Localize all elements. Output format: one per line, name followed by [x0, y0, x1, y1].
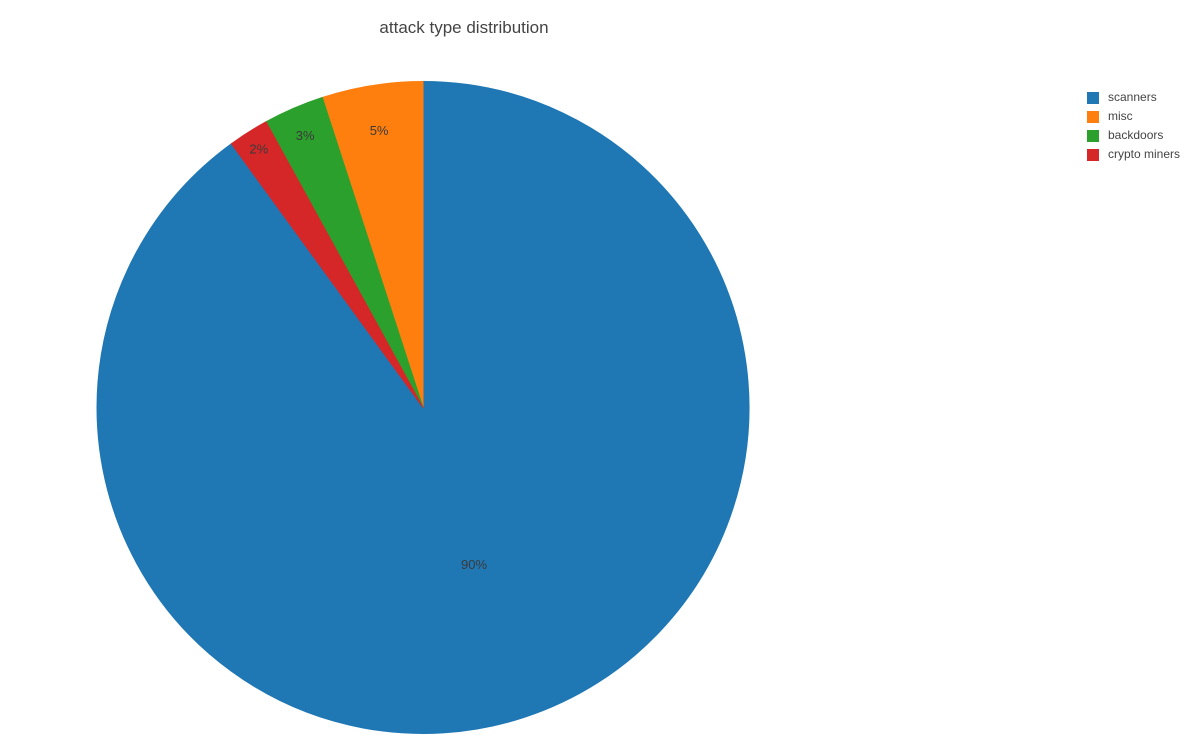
pie-slice-crypto-miners: [230, 121, 424, 408]
slice-percent-label-crypto-miners: 2%: [249, 141, 268, 156]
legend-label-backdoors: backdoors: [1108, 128, 1164, 142]
legend-swatch-icon-crypto-miners: [1087, 148, 1099, 161]
legend-swatch-icon-backdoors: [1087, 129, 1099, 142]
slice-percent-label-misc: 5%: [370, 123, 389, 138]
legend-label-misc: misc: [1108, 109, 1133, 123]
legend: scanners misc backdoors crypto miners: [1087, 88, 1180, 164]
legend-swatch-icon-scanners: [1087, 91, 1099, 104]
legend-item-crypto-miners[interactable]: crypto miners: [1087, 145, 1180, 164]
legend-item-misc[interactable]: misc: [1087, 107, 1180, 126]
legend-item-scanners[interactable]: scanners: [1087, 88, 1180, 107]
slice-percent-label-backdoors: 3%: [296, 128, 315, 143]
legend-item-backdoors[interactable]: backdoors: [1087, 126, 1180, 145]
legend-label-crypto-miners: crypto miners: [1108, 147, 1181, 161]
legend-label-scanners: scanners: [1108, 90, 1157, 104]
legend-swatch-icon-misc: [1087, 110, 1099, 123]
slice-percent-label-scanners: 90%: [461, 557, 487, 572]
chart-title: attack type distribution: [379, 18, 549, 37]
